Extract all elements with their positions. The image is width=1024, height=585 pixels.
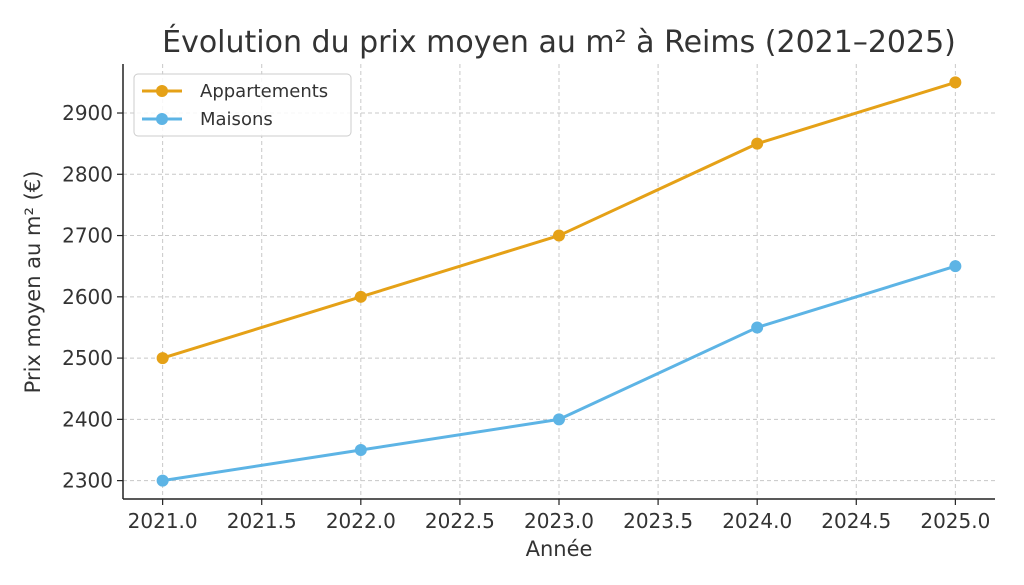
y-tick-label: 2400 xyxy=(62,407,113,431)
data-point xyxy=(949,76,962,89)
x-axis-ticks: 2021.0 2021.5 2022.0 2022.5 2023.0 2023.5 2024… xyxy=(128,499,990,533)
x-tick-label: 2024.0 xyxy=(722,509,792,533)
data-point xyxy=(553,229,565,242)
data-point xyxy=(751,137,764,150)
legend-item: Maisons xyxy=(142,109,273,130)
legend-item: Appartements xyxy=(142,81,328,102)
data-point xyxy=(553,413,565,426)
y-axis-ticks: 2300 2400 2500 2600 2700 2800 2900 xyxy=(62,101,123,493)
legend: Appartements Maisons xyxy=(133,73,352,137)
y-tick-label: 2800 xyxy=(62,162,113,186)
y-tick-label: 2500 xyxy=(62,346,113,370)
x-tick-label: 2023.5 xyxy=(623,509,693,533)
x-axis-label: Année xyxy=(526,537,593,561)
y-tick-label: 2900 xyxy=(62,101,113,125)
y-axis-label: Prix moyen au m² (€) xyxy=(21,171,45,394)
series-appartements xyxy=(156,76,962,365)
y-tick-label: 2700 xyxy=(62,224,113,248)
legend-label: Appartements xyxy=(200,81,328,102)
y-tick-label: 2600 xyxy=(62,285,113,309)
x-tick-label: 2025.0 xyxy=(920,509,990,533)
legend-marker xyxy=(156,85,168,97)
x-tick-label: 2024.5 xyxy=(821,509,891,533)
data-point xyxy=(354,443,367,456)
y-tick-label: 2300 xyxy=(62,469,113,493)
legend-marker xyxy=(156,113,168,125)
x-tick-label: 2022.5 xyxy=(425,509,495,533)
x-tick-label: 2022.0 xyxy=(326,509,396,533)
data-point xyxy=(354,290,367,303)
x-tick-label: 2021.0 xyxy=(128,509,198,533)
x-tick-label: 2023.0 xyxy=(524,509,594,533)
data-point xyxy=(751,321,764,334)
chart-title: Évolution du prix moyen au m² à Reims (2… xyxy=(162,24,956,60)
series-maisons xyxy=(156,260,962,487)
data-point xyxy=(156,474,169,487)
x-tick-label: 2021.5 xyxy=(227,509,297,533)
data-point xyxy=(156,352,169,365)
series xyxy=(156,76,962,487)
legend-box xyxy=(133,73,352,137)
legend-label: Maisons xyxy=(200,109,273,130)
data-point xyxy=(949,260,962,273)
